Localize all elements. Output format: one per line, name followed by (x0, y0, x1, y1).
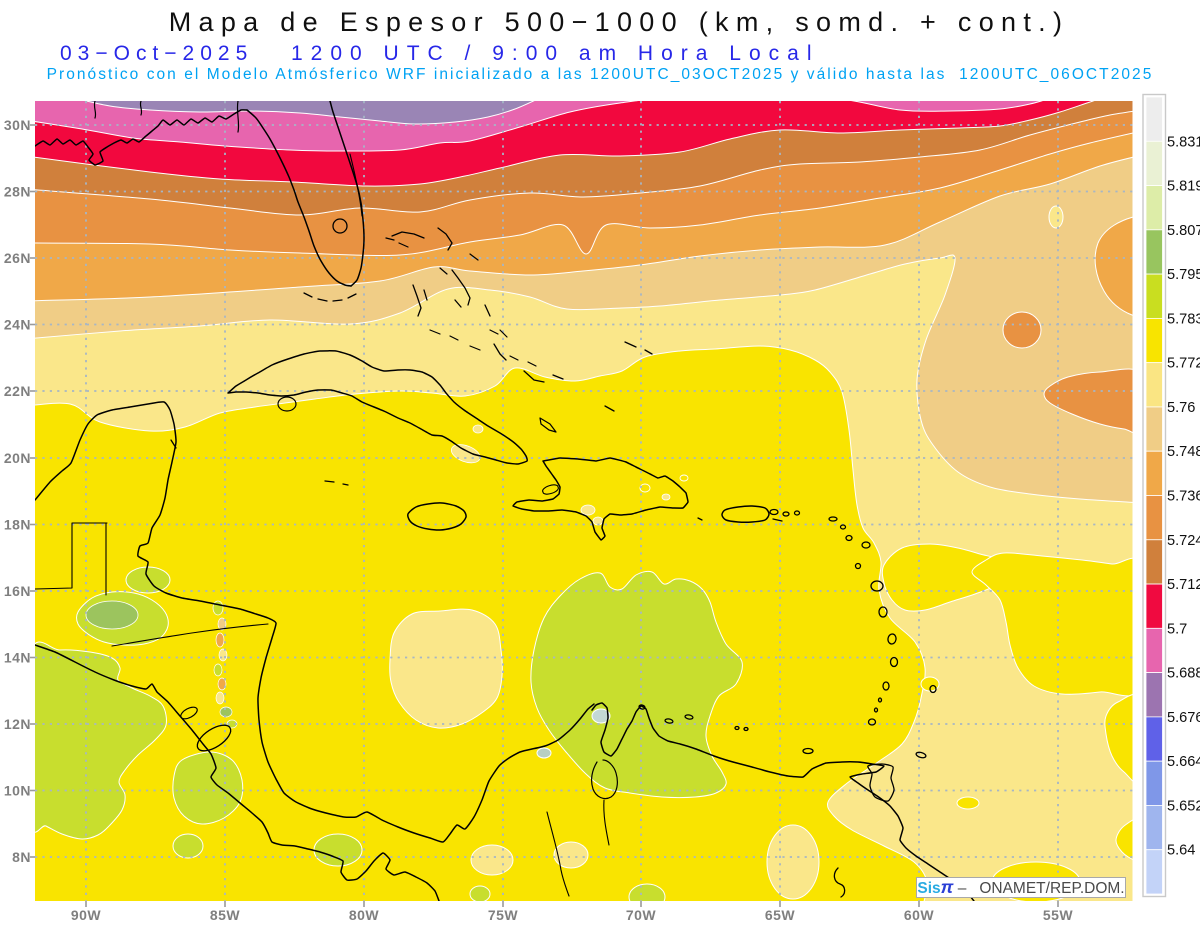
svg-text:5.7: 5.7 (1167, 621, 1187, 637)
svg-text:70W: 70W (626, 907, 657, 923)
svg-text:5.64: 5.64 (1167, 843, 1195, 859)
svg-text:5.76: 5.76 (1167, 400, 1195, 416)
svg-text:14N: 14N (4, 650, 31, 666)
svg-text:26N: 26N (4, 250, 31, 266)
svg-text:5.736: 5.736 (1167, 489, 1200, 505)
svg-text:5.748: 5.748 (1167, 444, 1200, 460)
svg-text:5.712: 5.712 (1167, 577, 1200, 593)
svg-text:75W: 75W (488, 907, 519, 923)
svg-text:24N: 24N (4, 317, 31, 333)
svg-text:5.831: 5.831 (1167, 134, 1200, 150)
svg-text:5.783: 5.783 (1167, 311, 1200, 327)
svg-text:85W: 85W (210, 907, 241, 923)
svg-text:18N: 18N (4, 517, 31, 533)
svg-text:10N: 10N (4, 783, 31, 799)
svg-text:5.819: 5.819 (1167, 179, 1200, 195)
svg-text:60W: 60W (904, 907, 935, 923)
svg-text:5.688: 5.688 (1167, 666, 1200, 682)
svg-text:28N: 28N (4, 184, 31, 200)
svg-text:8N: 8N (12, 849, 31, 865)
svg-text:90W: 90W (71, 907, 102, 923)
svg-text:30N: 30N (4, 117, 31, 133)
svg-text:55W: 55W (1043, 907, 1074, 923)
svg-text:5.664: 5.664 (1167, 754, 1200, 770)
svg-text:80W: 80W (349, 907, 380, 923)
svg-text:22N: 22N (4, 383, 31, 399)
svg-text:20N: 20N (4, 450, 31, 466)
svg-text:16N: 16N (4, 583, 31, 599)
svg-text:65W: 65W (765, 907, 796, 923)
svg-text:5.676: 5.676 (1167, 710, 1200, 726)
svg-text:12N: 12N (4, 716, 31, 732)
svg-text:5.795: 5.795 (1167, 267, 1200, 283)
svg-text:5.724: 5.724 (1167, 533, 1200, 549)
svg-text:5.652: 5.652 (1167, 798, 1200, 814)
svg-text:5.772: 5.772 (1167, 356, 1200, 372)
svg-text:5.807: 5.807 (1167, 223, 1200, 239)
